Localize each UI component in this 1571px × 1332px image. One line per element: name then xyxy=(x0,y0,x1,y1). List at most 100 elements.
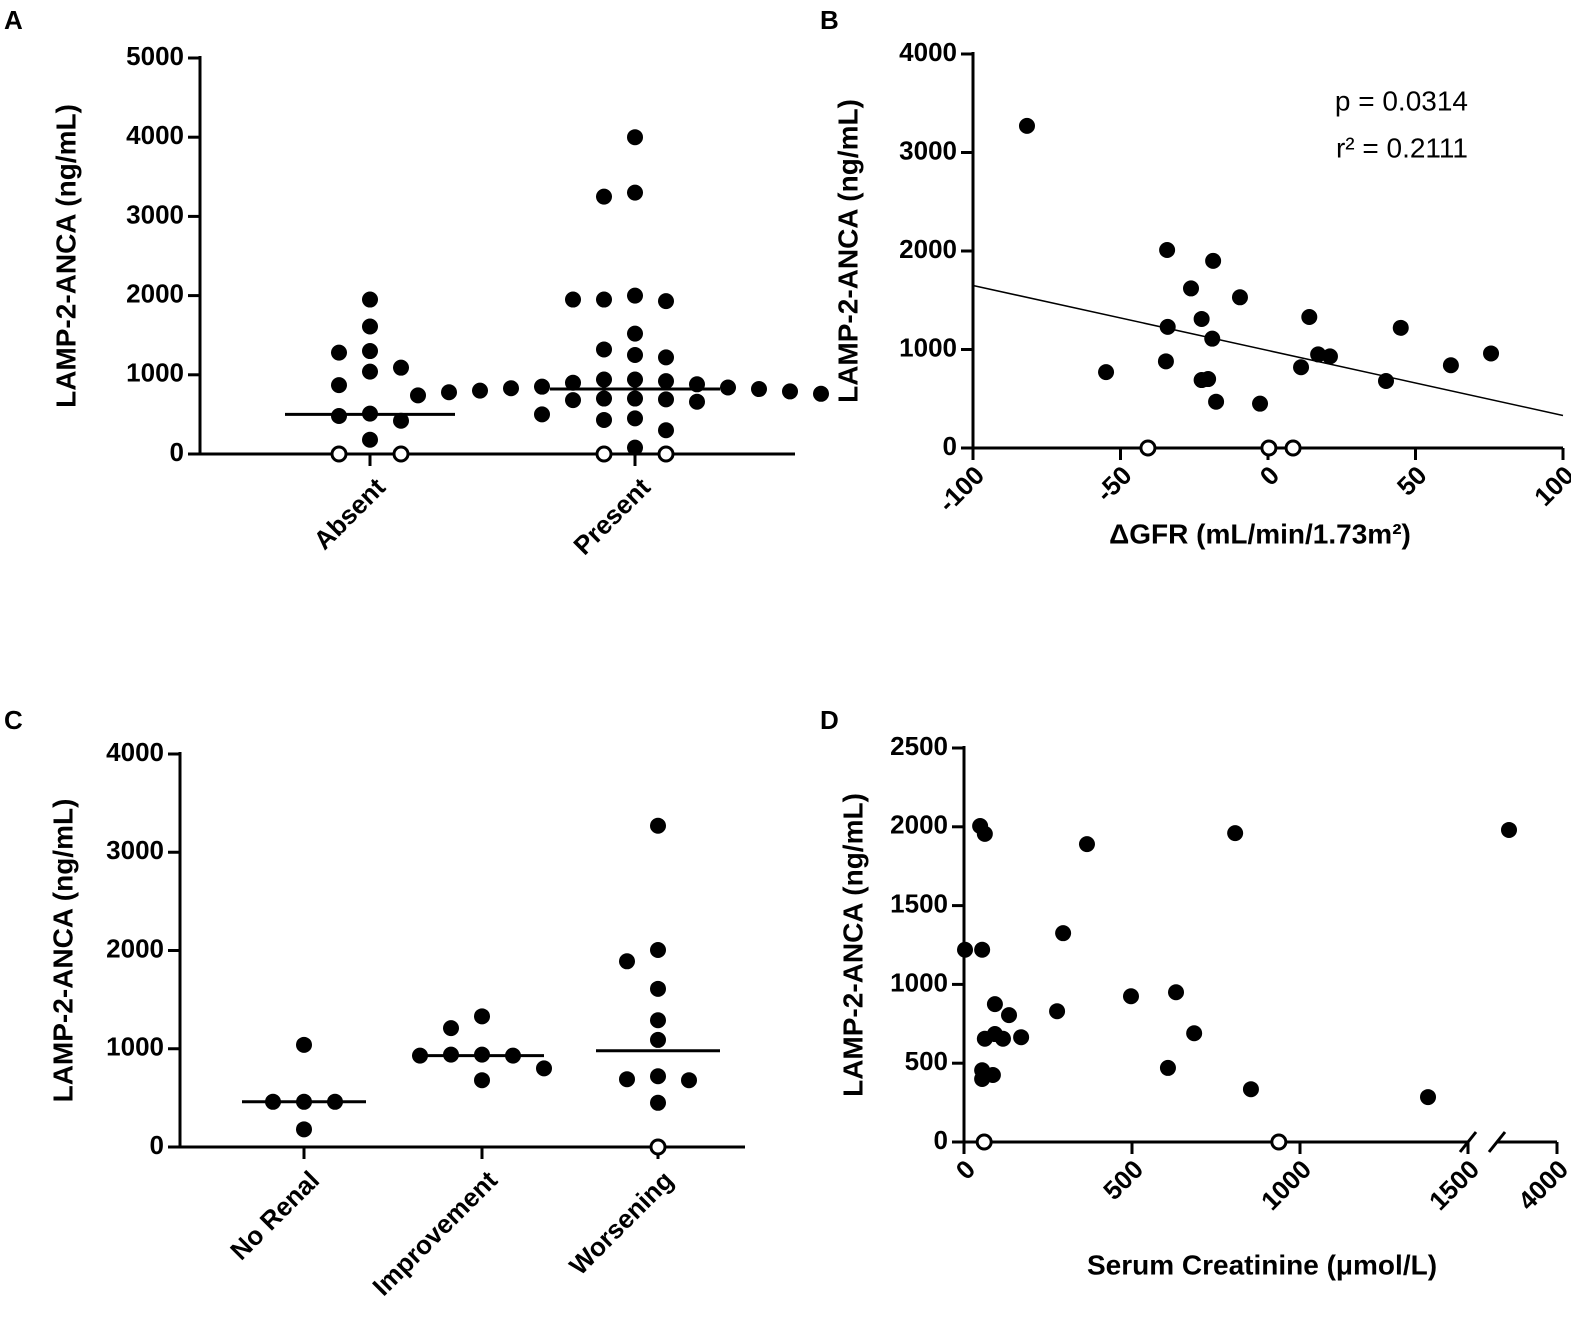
y-tick-label: 4000 xyxy=(899,37,957,67)
point xyxy=(619,1071,635,1088)
point xyxy=(1098,364,1115,381)
point xyxy=(1378,373,1394,390)
y-tick-label: 1500 xyxy=(890,888,948,918)
point xyxy=(974,941,991,958)
point xyxy=(596,341,612,358)
open-point xyxy=(392,445,410,463)
point xyxy=(1252,395,1269,412)
point xyxy=(957,941,974,958)
point xyxy=(627,184,643,201)
point xyxy=(1321,348,1338,365)
point xyxy=(1159,1059,1176,1076)
point xyxy=(1293,359,1310,376)
x-tick-label: 500 xyxy=(1097,1154,1149,1206)
point xyxy=(681,1072,697,1089)
point xyxy=(1310,346,1327,363)
x-tick-label: 0 xyxy=(950,1154,981,1185)
point xyxy=(1183,280,1200,297)
point xyxy=(994,1030,1011,1047)
point xyxy=(650,1012,666,1029)
point xyxy=(1392,319,1409,336)
fit-line xyxy=(972,284,1564,417)
point xyxy=(596,371,612,388)
point xyxy=(1200,371,1217,388)
point xyxy=(331,407,347,424)
open-point xyxy=(595,445,613,463)
y-axis-title: LAMP-2-ANCA (ng/mL) xyxy=(47,799,78,1103)
point xyxy=(596,390,612,407)
y-tick-label: 1000 xyxy=(106,1032,164,1062)
x-tick-label: Worsening xyxy=(563,1165,679,1281)
y-axis-title: LAMP-2-ANCA (ng/mL) xyxy=(832,99,863,403)
y-tick-label: 2000 xyxy=(106,933,164,963)
point xyxy=(565,392,581,409)
point xyxy=(1442,357,1459,374)
point xyxy=(627,287,643,304)
point xyxy=(393,359,409,376)
point xyxy=(1204,330,1221,347)
open-point xyxy=(1270,1133,1288,1151)
x-tick-label: -50 xyxy=(1090,460,1138,508)
point xyxy=(596,291,612,308)
point xyxy=(658,422,674,439)
point xyxy=(720,379,736,396)
point xyxy=(362,431,378,448)
open-point xyxy=(649,1138,667,1156)
point xyxy=(565,291,581,308)
point xyxy=(596,188,612,205)
point xyxy=(658,349,674,366)
y-tick-label: 1000 xyxy=(890,967,948,997)
point xyxy=(362,363,378,380)
point xyxy=(1227,825,1244,842)
point xyxy=(362,291,378,308)
y-tick-label: 1000 xyxy=(126,358,184,388)
point xyxy=(1168,984,1185,1001)
point xyxy=(627,371,643,388)
point xyxy=(627,129,643,146)
point xyxy=(658,293,674,310)
point xyxy=(650,1068,666,1085)
point xyxy=(1301,308,1318,325)
panel-letter: A xyxy=(4,5,23,35)
point xyxy=(619,953,635,970)
y-tick-label: 0 xyxy=(170,437,184,467)
open-point xyxy=(657,445,675,463)
point xyxy=(296,1036,312,1053)
open-point xyxy=(1284,439,1302,457)
point xyxy=(1078,836,1095,853)
point xyxy=(474,1072,490,1089)
point xyxy=(627,410,643,427)
y-axis-title: LAMP-2-ANCA (ng/mL) xyxy=(837,793,868,1097)
y-tick-label: 3000 xyxy=(126,199,184,229)
y-tick-label: 5000 xyxy=(126,41,184,71)
point xyxy=(984,1067,1001,1084)
point xyxy=(1018,117,1035,134)
point xyxy=(534,378,550,395)
point xyxy=(1231,289,1248,306)
point xyxy=(503,380,519,397)
y-tick-label: 2000 xyxy=(126,278,184,308)
point xyxy=(627,325,643,342)
x-tick-label: Improvement xyxy=(366,1165,503,1302)
point xyxy=(1242,1081,1259,1098)
point xyxy=(627,347,643,363)
point xyxy=(596,411,612,428)
point xyxy=(650,817,666,834)
x-tick-label: 50 xyxy=(1391,460,1433,502)
y-tick-label: 2500 xyxy=(890,731,948,761)
point xyxy=(441,384,457,401)
x-tick-label: 100 xyxy=(1528,460,1571,512)
point xyxy=(536,1060,552,1077)
point xyxy=(782,383,798,400)
x-tick-label: 1000 xyxy=(1255,1154,1317,1216)
point xyxy=(1157,353,1174,370)
point xyxy=(1420,1089,1437,1106)
x-axis-title: ΔGFR (mL/min/1.73m²) xyxy=(1109,518,1411,549)
point xyxy=(650,1031,666,1048)
point xyxy=(1483,345,1500,362)
x-tick-label: 0 xyxy=(1254,460,1285,491)
y-tick-label: 4000 xyxy=(106,737,164,767)
point xyxy=(986,996,1003,1013)
panel-letter: B xyxy=(820,5,839,35)
